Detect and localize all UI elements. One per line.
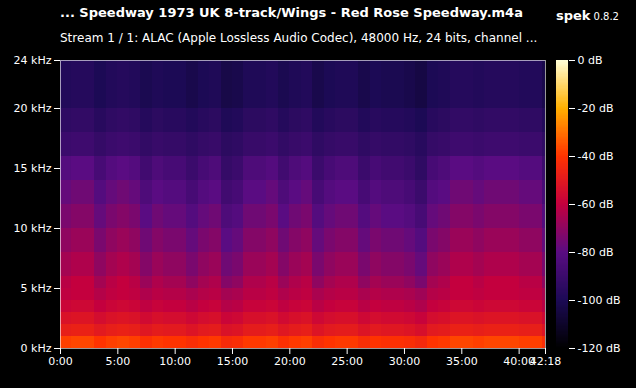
svg-text:24 kHz: 24 kHz (14, 54, 52, 67)
svg-text:15:00: 15:00 (217, 355, 249, 368)
svg-text:5 kHz: 5 kHz (21, 282, 52, 295)
svg-text:40:00: 40:00 (503, 355, 535, 369)
html-text:... Speedway 1973 UK 8-track/W: ... Speedway 1973 UK 8-track/Wings - Red… (60, 5, 523, 20)
svg-text:0 dB: 0 dB (578, 54, 603, 67)
svg-text:-40 dB: -40 dB (578, 150, 614, 163)
svg-text:10 kHz: 10 kHz (14, 222, 52, 235)
svg-text:-80 dB: -80 dB (578, 246, 614, 259)
svg-text:30:00: 30:00 (389, 355, 421, 368)
svg-text:10:00: 10:00 (159, 355, 191, 368)
svg-text:15 kHz: 15 kHz (14, 162, 52, 175)
svg-text:35:00: 35:00 (446, 355, 478, 368)
svg-text:42:18: 42:18 (530, 355, 562, 368)
svg-text:-120 dB: -120 dB (578, 342, 621, 355)
html-text:spek 0.8.2: spek 0.8.2 (556, 8, 619, 23)
svg-text:20:00: 20:00 (274, 355, 306, 368)
svg-text:5:00: 5:00 (105, 355, 130, 368)
svg-text:20 kHz: 20 kHz (14, 102, 52, 115)
svg-text:0 kHz: 0 kHz (21, 342, 52, 355)
svg-text:-20 dB: -20 dB (578, 102, 614, 115)
svg-text:-60 dB: -60 dB (578, 198, 614, 211)
svg-text:-100 dB: -100 dB (578, 294, 621, 307)
svg-text:0:00: 0:00 (48, 355, 73, 368)
html-text:Stream 1 / 1: ALAC (Apple Loss: Stream 1 / 1: ALAC (Apple Lossless Audio… (60, 31, 538, 45)
svg-text:25:00: 25:00 (331, 355, 363, 368)
